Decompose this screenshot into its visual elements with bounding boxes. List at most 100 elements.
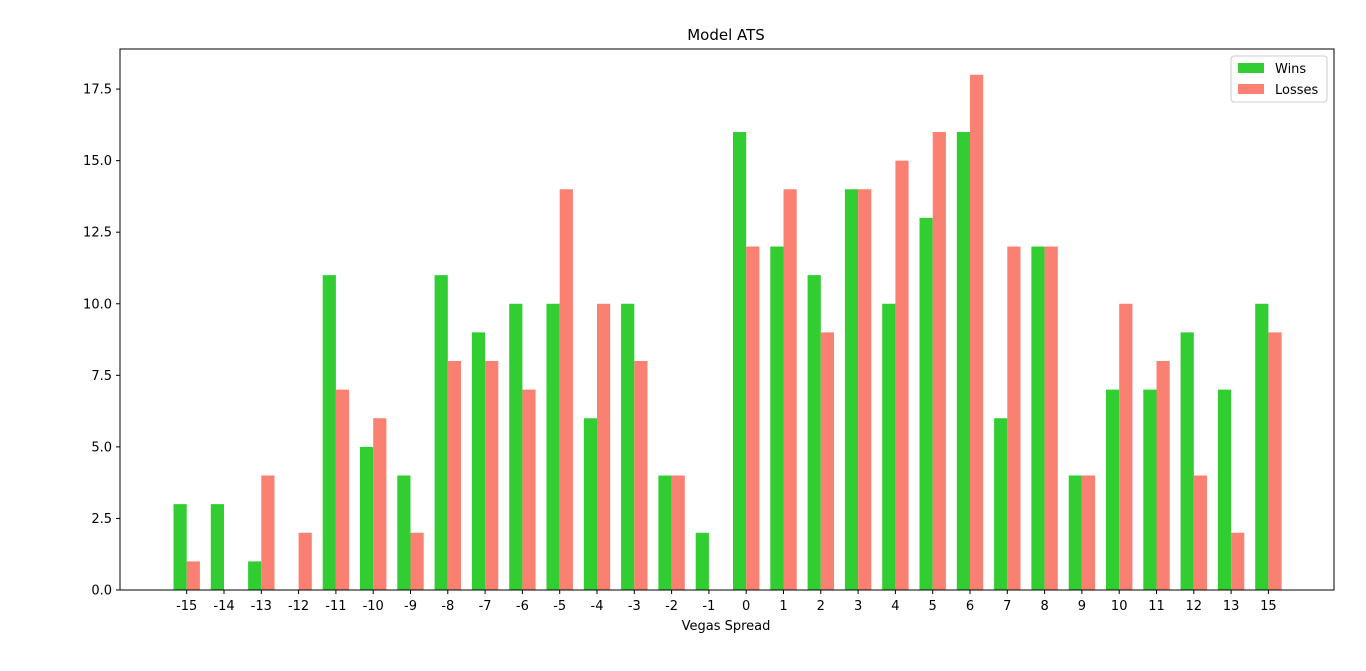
bar-losses (932, 132, 946, 590)
bar-wins (1180, 332, 1194, 590)
bar-losses (597, 303, 611, 590)
bar-wins (546, 303, 560, 590)
bar-losses (522, 389, 536, 590)
x-tick-label: 8 (1040, 599, 1048, 614)
legend-label-losses: Losses (1275, 83, 1319, 98)
y-tick-label: 17.5 (83, 83, 112, 98)
bar-losses (485, 361, 499, 590)
x-tick-label: 5 (929, 599, 937, 614)
x-tick-label: 15 (1260, 599, 1277, 614)
bar-wins (994, 418, 1008, 590)
bar-wins (1106, 389, 1120, 590)
legend: Wins Losses (1230, 55, 1328, 103)
x-tick-label: -10 (363, 599, 384, 614)
bar-losses (1119, 303, 1133, 590)
x-tick-label: 7 (1003, 599, 1011, 614)
bar-wins (695, 532, 709, 590)
bar-wins (248, 561, 262, 590)
y-tick-label: 12.5 (83, 226, 112, 241)
x-axis-label: Vegas Spread (682, 619, 771, 634)
bar-wins (1143, 389, 1157, 590)
bar-losses (1044, 246, 1058, 590)
bar-wins (360, 446, 374, 590)
bar-wins (807, 275, 821, 590)
x-tick-label: -5 (553, 599, 566, 614)
legend-swatch-losses (1238, 84, 1264, 94)
x-tick-label: 1 (779, 599, 787, 614)
bar-wins (621, 303, 635, 590)
bar-losses (820, 332, 834, 590)
bar-wins (322, 275, 336, 590)
x-tick-label: -6 (516, 599, 529, 614)
x-tick-label: 11 (1148, 599, 1165, 614)
x-tick-label: -2 (665, 599, 678, 614)
y-tick-label: 15.0 (83, 154, 112, 169)
x-tick-label: 4 (891, 599, 899, 614)
bar-losses (373, 418, 387, 590)
bar-wins (1217, 389, 1232, 590)
x-tick-label: 3 (854, 599, 862, 614)
bar-losses (1231, 532, 1245, 590)
y-tick-label: 2.5 (91, 512, 112, 527)
bar-losses (410, 532, 424, 590)
bar-losses (634, 361, 648, 590)
bar-losses (895, 160, 909, 590)
bar-losses (858, 189, 872, 590)
y-tick-label: 7.5 (91, 369, 112, 384)
bar-wins (1255, 303, 1269, 590)
y-tick-label: 10.0 (83, 297, 112, 312)
bar-losses (1268, 332, 1282, 590)
x-tick-label: -15 (176, 599, 197, 614)
bar-losses (447, 361, 461, 590)
legend-label-wins: Wins (1275, 62, 1306, 77)
x-tick-label: -3 (628, 599, 641, 614)
x-tick-label: -1 (702, 599, 715, 614)
bar-wins (471, 332, 486, 590)
x-tick-label: -13 (251, 599, 272, 614)
x-tick-label: -8 (441, 599, 454, 614)
bar-wins (397, 475, 411, 590)
bar-losses (1193, 475, 1207, 590)
bar-wins (434, 275, 448, 590)
bar-losses (261, 475, 275, 590)
bar-wins (658, 475, 672, 590)
x-axis: -15 -14 -13 -12 -11 -10 -9 -8 -7 -6 -5 -4 -3 -2 -1 0 1 2 3… (176, 590, 1277, 614)
bar-losses (1007, 246, 1021, 590)
bar-losses (1081, 475, 1096, 590)
bar-losses (559, 189, 573, 590)
x-tick-label: -4 (591, 599, 604, 614)
bar-wins (844, 189, 859, 590)
bar-losses (298, 532, 312, 590)
bars-group (173, 74, 1282, 590)
bar-losses (186, 561, 200, 590)
bar-wins (733, 132, 747, 590)
legend-swatch-wins (1238, 63, 1264, 73)
y-axis: 0.0 2.5 5.0 7.5 10.0 12.5 15.0 17.5 (83, 83, 120, 599)
bar-wins (770, 246, 784, 590)
plot-frame (119, 48, 1335, 591)
x-tick-label: -11 (325, 599, 346, 614)
bar-wins (882, 303, 896, 590)
bar-wins (210, 504, 224, 590)
bar-wins (919, 217, 933, 590)
y-tick-label: 5.0 (91, 440, 112, 455)
y-tick-label: 0.0 (91, 584, 112, 599)
bar-losses (335, 389, 350, 590)
x-tick-label: -12 (288, 599, 309, 614)
bar-losses (783, 189, 797, 590)
bar-wins (1068, 475, 1082, 590)
x-tick-label: 6 (966, 599, 974, 614)
bar-wins (173, 504, 187, 590)
bar-losses (1156, 361, 1170, 590)
bar-losses (970, 74, 984, 590)
x-tick-label: 9 (1078, 599, 1086, 614)
x-tick-label: 0 (742, 599, 750, 614)
bar-wins (509, 303, 523, 590)
x-tick-label: 2 (817, 599, 825, 614)
chart-title: Model ATS (687, 26, 765, 44)
bar-losses (671, 475, 685, 590)
x-tick-label: 12 (1186, 599, 1203, 614)
bar-wins (583, 418, 597, 590)
x-tick-label: -7 (479, 599, 492, 614)
